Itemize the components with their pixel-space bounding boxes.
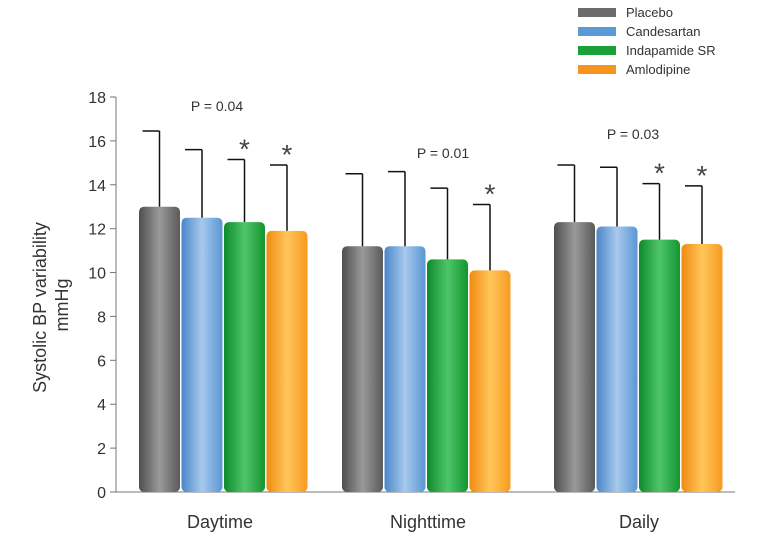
y-tick-label: 4 — [97, 397, 106, 414]
significance-star: * — [654, 158, 665, 189]
y-axis-label: Systolic BP variability mmHg — [30, 217, 72, 393]
y-tick-label: 8 — [97, 309, 106, 326]
legend-label: Amlodipine — [626, 62, 690, 77]
bar-daytime-placebo — [139, 206, 180, 492]
legend-swatch — [578, 27, 616, 36]
p-value-daily: P = 0.03 — [607, 126, 660, 142]
x-axis-labels: Daytime Nighttime Daily — [187, 512, 659, 532]
p-value-daytime: P = 0.04 — [191, 98, 244, 114]
annotations: * * P = 0.04 * P = 0.01 * * P = 0.03 — [191, 98, 708, 210]
bar-nighttime-placebo — [342, 246, 383, 492]
legend-swatch — [578, 8, 616, 17]
y-tick-label: 6 — [97, 353, 106, 370]
legend-label: Candesartan — [626, 24, 700, 39]
bar-daytime-amlodipine — [266, 230, 308, 492]
y-axis: 0 2 4 6 8 10 12 14 16 18 — [88, 90, 735, 502]
bar-nighttime-candesartan — [384, 246, 426, 492]
error-bars — [142, 130, 703, 271]
significance-star: * — [239, 134, 250, 165]
legend-swatch — [578, 46, 616, 55]
y-axis-label-line2: mmHg — [52, 279, 72, 332]
y-tick-label: 14 — [88, 178, 106, 195]
bar-daily-amlodipine — [681, 244, 723, 492]
y-tick-label: 2 — [97, 441, 106, 458]
significance-star: * — [697, 160, 708, 191]
y-tick-label: 12 — [88, 222, 106, 239]
y-tick-label: 10 — [88, 266, 106, 283]
x-tick-label: Daily — [619, 512, 659, 532]
bars — [139, 206, 723, 493]
legend: Placebo Candesartan Indapamide SR Amlodipin… — [578, 5, 716, 77]
bar-daily-candesartan — [596, 226, 638, 492]
y-tick-label: 0 — [97, 485, 106, 502]
bar-daily-placebo — [554, 222, 595, 493]
bar-nighttime-amlodipine — [469, 270, 511, 492]
legend-swatch — [578, 65, 616, 74]
bar-daytime-candesartan — [181, 217, 223, 492]
bar-nighttime-indapamide-sr — [427, 259, 468, 492]
y-tick-label: 18 — [88, 90, 106, 107]
x-tick-label: Nighttime — [390, 512, 466, 532]
y-tick-label: 16 — [88, 134, 106, 151]
bar-daytime-indapamide-sr — [224, 222, 265, 493]
legend-label: Placebo — [626, 5, 673, 20]
y-axis-label-line1: Systolic BP variability — [30, 222, 50, 393]
significance-star: * — [282, 139, 293, 170]
x-tick-label: Daytime — [187, 512, 253, 532]
legend-label: Indapamide SR — [626, 43, 716, 58]
p-value-nighttime: P = 0.01 — [417, 145, 470, 161]
significance-star: * — [485, 179, 496, 210]
bar-daily-indapamide-sr — [639, 239, 680, 492]
